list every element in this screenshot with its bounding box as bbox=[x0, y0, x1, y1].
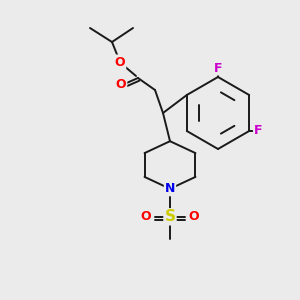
Text: F: F bbox=[254, 124, 262, 137]
Text: F: F bbox=[214, 61, 222, 74]
Text: S: S bbox=[164, 209, 175, 224]
Text: O: O bbox=[115, 56, 125, 68]
Text: O: O bbox=[189, 210, 199, 223]
Text: N: N bbox=[165, 182, 175, 195]
Text: O: O bbox=[141, 210, 151, 223]
Text: O: O bbox=[116, 79, 126, 92]
